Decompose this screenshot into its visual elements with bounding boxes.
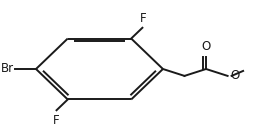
Text: F: F <box>53 114 60 127</box>
Text: Br: Br <box>1 63 14 75</box>
Text: F: F <box>140 12 147 25</box>
Text: O: O <box>231 69 240 82</box>
Text: O: O <box>202 40 211 53</box>
